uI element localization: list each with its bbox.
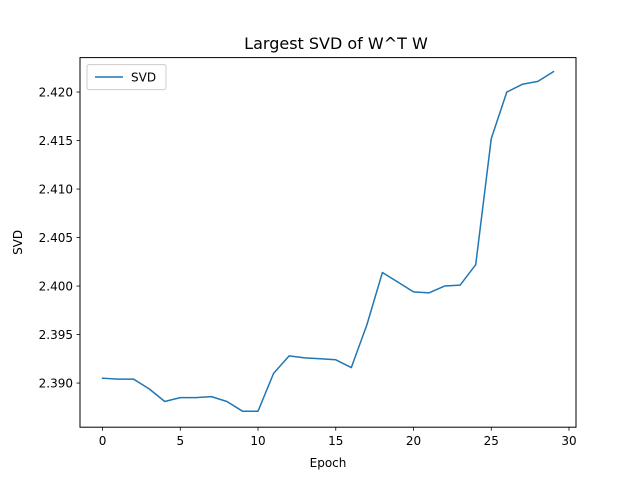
series-line-svd: [101, 70, 555, 412]
chart-title: Largest SVD of W^T W: [244, 34, 428, 53]
y-tick-label: 2.420: [39, 85, 73, 99]
y-tick-label: 2.405: [39, 231, 73, 245]
y-tick-label: 2.400: [39, 279, 73, 293]
x-tick-label: 20: [406, 434, 421, 448]
y-axis-label: SVD: [11, 230, 25, 255]
legend: SVD: [86, 64, 167, 91]
y-tick-label: 2.415: [39, 134, 73, 148]
x-tick-label: 0: [99, 434, 107, 448]
series-layer: [101, 70, 555, 412]
x-tick-label: 15: [328, 434, 343, 448]
plot-frame: [79, 57, 577, 428]
y-tick-label: 2.395: [39, 328, 73, 342]
tick-layer: 0 5 10 15 20 25 30 2.390 2.395 2.400 2.405 2.410 2.4…: [39, 85, 577, 448]
y-tick-label: 2.410: [39, 182, 73, 196]
legend-label-svd: SVD: [131, 70, 156, 84]
legend-box: [86, 64, 167, 91]
x-axis-label: Epoch: [310, 456, 347, 470]
x-tick-label: 25: [484, 434, 499, 448]
y-tick-label: 2.390: [39, 376, 73, 390]
x-tick-label: 30: [561, 434, 576, 448]
x-tick-label: 10: [250, 434, 265, 448]
x-tick-label: 5: [176, 434, 184, 448]
